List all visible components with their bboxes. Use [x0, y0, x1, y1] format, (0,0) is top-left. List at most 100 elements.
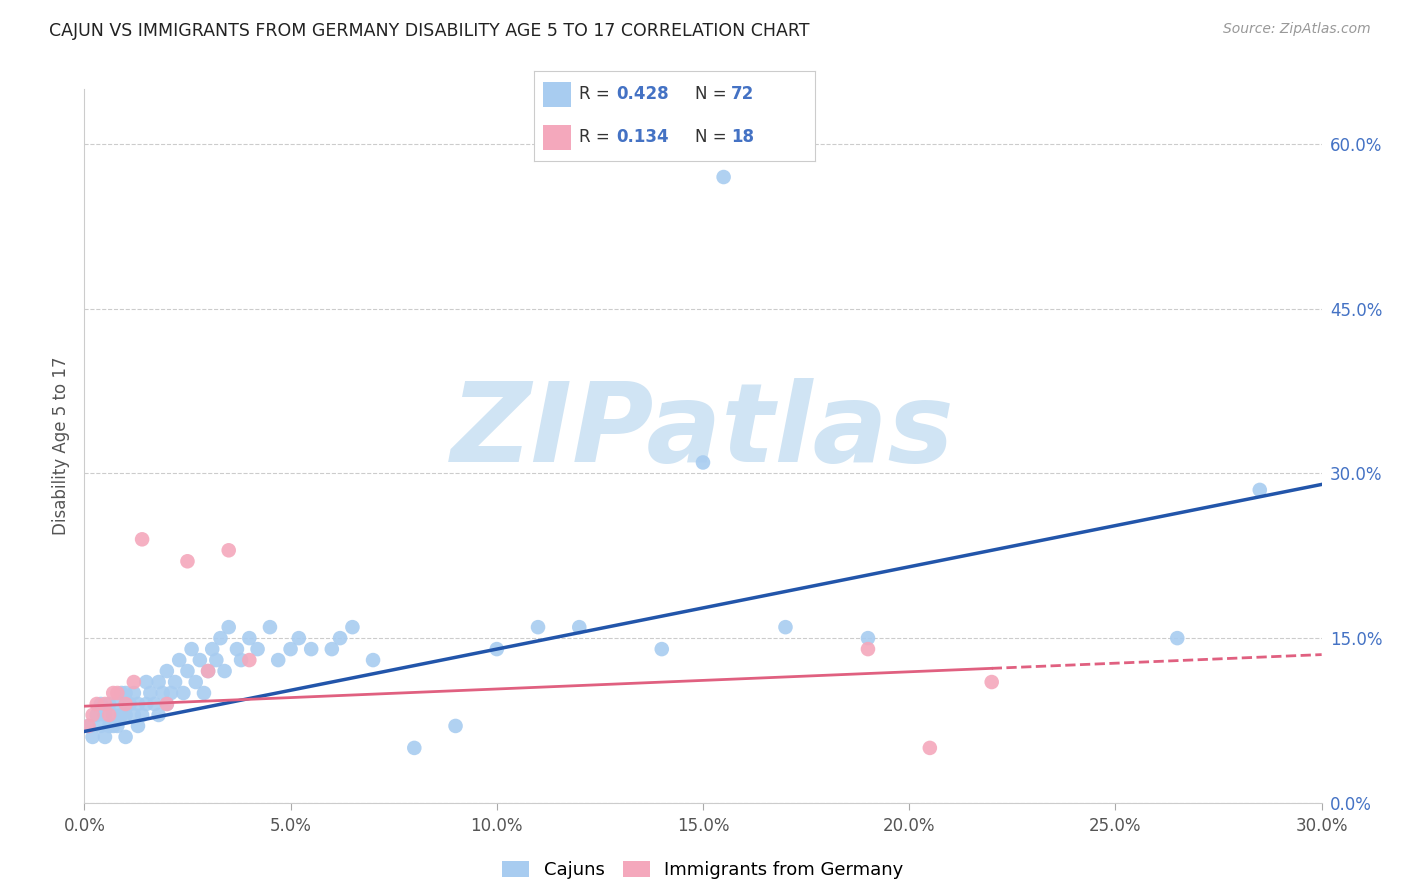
- Y-axis label: Disability Age 5 to 17: Disability Age 5 to 17: [52, 357, 70, 535]
- Point: [197, 664, 219, 678]
- Text: 0.428: 0.428: [616, 85, 668, 103]
- Point: [267, 653, 290, 667]
- Point: [156, 697, 179, 711]
- Point: [103, 719, 125, 733]
- Point: [118, 697, 141, 711]
- Point: [122, 675, 145, 690]
- Point: [127, 719, 149, 733]
- Point: [692, 455, 714, 469]
- Point: [856, 631, 879, 645]
- Point: [103, 708, 125, 723]
- Point: [122, 708, 145, 723]
- Point: [568, 620, 591, 634]
- Text: Source: ZipAtlas.com: Source: ZipAtlas.com: [1223, 22, 1371, 37]
- Point: [193, 686, 215, 700]
- Point: [918, 740, 941, 755]
- Point: [156, 697, 179, 711]
- Point: [218, 620, 240, 634]
- Point: [226, 642, 249, 657]
- Text: ZIPatlas: ZIPatlas: [451, 378, 955, 485]
- Point: [1249, 483, 1271, 497]
- Point: [713, 169, 735, 184]
- Point: [238, 653, 260, 667]
- Point: [775, 620, 797, 634]
- Point: [143, 697, 166, 711]
- Point: [1166, 631, 1188, 645]
- Point: [160, 686, 183, 700]
- Point: [152, 686, 174, 700]
- Point: [94, 708, 117, 723]
- Point: [148, 708, 170, 723]
- Point: [167, 653, 190, 667]
- Point: [103, 686, 125, 700]
- Text: 0.134: 0.134: [616, 128, 668, 146]
- Point: [485, 642, 508, 657]
- Point: [90, 697, 112, 711]
- Text: N =: N =: [695, 128, 731, 146]
- Point: [98, 719, 121, 733]
- Point: [218, 543, 240, 558]
- Point: [288, 631, 311, 645]
- Point: [131, 533, 153, 547]
- Point: [82, 708, 104, 723]
- Point: [114, 697, 136, 711]
- Point: [135, 675, 157, 690]
- Text: 18: 18: [731, 128, 754, 146]
- Point: [172, 686, 194, 700]
- Bar: [543, 125, 571, 150]
- Point: [321, 642, 343, 657]
- Text: R =: R =: [579, 128, 616, 146]
- Point: [114, 708, 136, 723]
- Point: [238, 631, 260, 645]
- Point: [856, 642, 879, 657]
- Text: R =: R =: [579, 85, 616, 103]
- Point: [342, 620, 364, 634]
- Point: [165, 675, 187, 690]
- Point: [82, 730, 104, 744]
- Point: [329, 631, 352, 645]
- Point: [214, 664, 236, 678]
- Point: [86, 708, 108, 723]
- Point: [94, 697, 117, 711]
- Text: 72: 72: [731, 85, 755, 103]
- Point: [527, 620, 550, 634]
- Point: [201, 642, 224, 657]
- Bar: [543, 82, 571, 107]
- Point: [114, 686, 136, 700]
- Point: [94, 730, 117, 744]
- Point: [98, 697, 121, 711]
- Text: CAJUN VS IMMIGRANTS FROM GERMANY DISABILITY AGE 5 TO 17 CORRELATION CHART: CAJUN VS IMMIGRANTS FROM GERMANY DISABIL…: [49, 22, 810, 40]
- Point: [205, 653, 228, 667]
- Text: N =: N =: [695, 85, 731, 103]
- Point: [184, 675, 207, 690]
- Point: [299, 642, 322, 657]
- Point: [176, 554, 198, 568]
- Point: [77, 719, 100, 733]
- Point: [135, 697, 157, 711]
- Legend: Cajuns, Immigrants from Germany: Cajuns, Immigrants from Germany: [495, 854, 911, 887]
- Point: [209, 631, 232, 645]
- Point: [280, 642, 302, 657]
- Point: [176, 664, 198, 678]
- Point: [148, 675, 170, 690]
- Point: [197, 664, 219, 678]
- Point: [444, 719, 467, 733]
- Point: [105, 686, 128, 700]
- Point: [122, 686, 145, 700]
- Point: [361, 653, 384, 667]
- Point: [188, 653, 211, 667]
- Point: [105, 719, 128, 733]
- Point: [90, 719, 112, 733]
- Point: [259, 620, 281, 634]
- Point: [246, 642, 269, 657]
- Point: [651, 642, 673, 657]
- Point: [980, 675, 1002, 690]
- Point: [404, 740, 426, 755]
- Point: [180, 642, 202, 657]
- Point: [105, 697, 128, 711]
- Point: [139, 686, 162, 700]
- Point: [114, 730, 136, 744]
- Point: [110, 686, 132, 700]
- Point: [156, 664, 179, 678]
- Point: [77, 719, 100, 733]
